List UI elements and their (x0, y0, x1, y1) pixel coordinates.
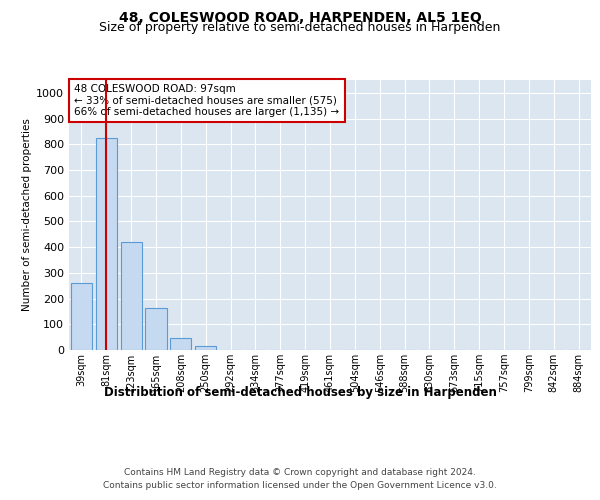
Bar (71, 283, 92, 350)
Bar (145, 308, 167, 350)
Bar (121, 242, 142, 350)
Bar (170, 338, 191, 350)
Y-axis label: Number of semi-detached properties: Number of semi-detached properties (22, 118, 32, 312)
Bar (195, 346, 216, 350)
Bar (96, 138, 117, 350)
Text: Distribution of semi-detached houses by size in Harpenden: Distribution of semi-detached houses by … (104, 386, 496, 399)
Text: Contains HM Land Registry data © Crown copyright and database right 2024.: Contains HM Land Registry data © Crown c… (124, 468, 476, 477)
Text: 48 COLESWOOD ROAD: 97sqm
← 33% of semi-detached houses are smaller (575)
66% of : 48 COLESWOOD ROAD: 97sqm ← 33% of semi-d… (74, 84, 340, 117)
Text: 48, COLESWOOD ROAD, HARPENDEN, AL5 1EQ: 48, COLESWOOD ROAD, HARPENDEN, AL5 1EQ (119, 10, 481, 24)
Text: Size of property relative to semi-detached houses in Harpenden: Size of property relative to semi-detach… (100, 21, 500, 34)
Text: Contains public sector information licensed under the Open Government Licence v3: Contains public sector information licen… (103, 480, 497, 490)
